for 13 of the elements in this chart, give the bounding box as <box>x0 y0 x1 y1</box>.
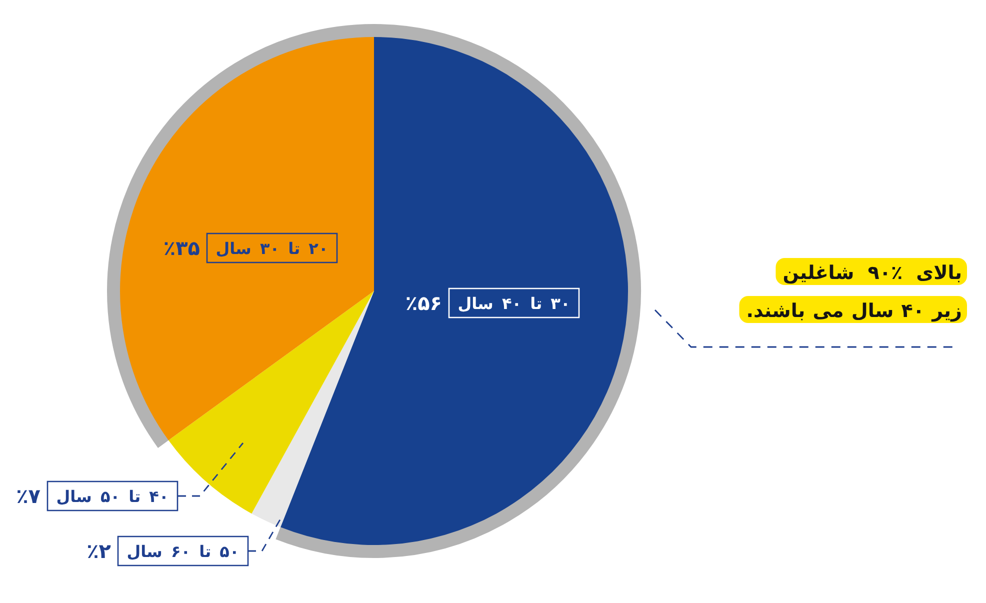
data-label: ٪۲ <box>86 539 111 563</box>
data-label: ٪۳۵ <box>163 236 200 260</box>
slice-label: ۴۰ تا ۵۰ سال <box>56 487 169 506</box>
slice-label: ۵۰ تا ۶۰ سال <box>126 542 240 561</box>
slice-label: ۳۰ تا ۴۰ سال <box>458 294 570 313</box>
pie-slice <box>168 291 374 514</box>
slice-label: ۲۰ تا ۳۰ سال <box>216 239 328 258</box>
pie-slice <box>252 291 374 528</box>
data-label: ٪۵۶ <box>405 291 442 315</box>
data-label: ٪۷ <box>16 484 40 508</box>
annotations: بالای ٪۹۰ شاغلین زیر ۴۰ سال می باشند. <box>654 258 967 348</box>
pie-slice <box>280 37 628 545</box>
pie-slice <box>120 37 374 440</box>
